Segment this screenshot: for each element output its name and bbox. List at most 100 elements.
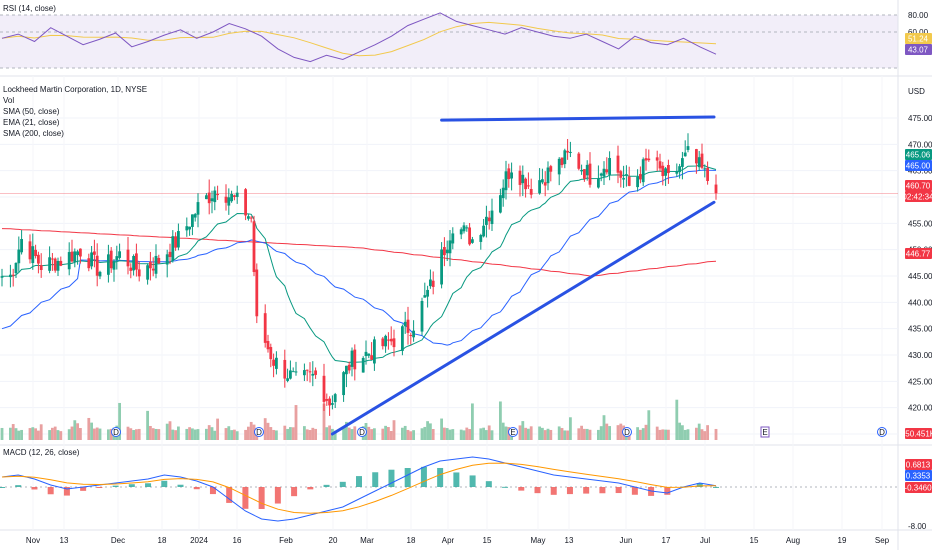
volume-bar — [39, 424, 43, 440]
volume-bar — [686, 429, 690, 440]
volume-bar — [151, 428, 155, 440]
volume-bar — [695, 427, 698, 440]
time-tick-label: 16 — [233, 536, 242, 545]
volume-bar — [193, 429, 197, 440]
last-price-badge-bg — [905, 180, 932, 191]
rsi-tick-label: 80.00 — [908, 11, 929, 20]
volume-bar — [168, 421, 172, 440]
candle-body — [678, 166, 681, 173]
candle-body — [308, 371, 312, 373]
volume-bar — [9, 427, 12, 440]
candle-body — [566, 150, 569, 153]
candle-body — [90, 252, 93, 267]
dividend-marker[interactable] — [508, 427, 518, 437]
candle-body — [695, 149, 698, 164]
volume-bar — [294, 405, 298, 440]
time-tick-label: Nov — [26, 536, 40, 545]
volume-bar — [681, 425, 684, 440]
volume-bar — [129, 428, 133, 440]
dividend-marker[interactable] — [357, 427, 367, 437]
time-tick-label: 15 — [750, 536, 759, 545]
volume-bar — [420, 428, 424, 440]
macd-histogram-bar — [80, 487, 87, 491]
candle-body — [224, 196, 228, 203]
volume-bar — [289, 427, 292, 440]
volume-bar — [70, 426, 74, 440]
candle-body — [527, 185, 530, 187]
candle-body — [255, 269, 259, 317]
macd-histogram-bar — [31, 487, 38, 490]
volume-bar — [706, 425, 709, 440]
price-tick-label: 445.00 — [908, 272, 932, 281]
volume-bar — [563, 430, 567, 440]
price-tick-label: 430.00 — [908, 351, 932, 360]
candle-body — [675, 171, 679, 174]
candle-body — [331, 403, 334, 405]
volume-bar — [17, 430, 21, 440]
dividend-marker[interactable] — [254, 427, 264, 437]
candle-body — [115, 256, 119, 261]
volume-bar — [207, 425, 211, 440]
volume-bar — [678, 422, 681, 440]
candle-body — [485, 216, 488, 225]
volume-bar — [381, 428, 385, 440]
candle-body — [305, 369, 309, 371]
candle-body — [118, 251, 121, 258]
volume-bar — [73, 420, 77, 440]
volume-bar — [546, 428, 550, 440]
candle-body — [39, 265, 43, 271]
signal-line — [1, 462, 717, 514]
candle-body — [188, 226, 191, 230]
candle-body — [487, 217, 491, 222]
candle-body — [367, 353, 371, 356]
candle-body — [580, 169, 583, 172]
volume-bar — [303, 426, 306, 440]
signal-badge: 0.6813 — [906, 461, 931, 470]
rsi-ma-badge-bg — [905, 33, 932, 44]
dividend-marker[interactable] — [622, 427, 632, 437]
volume-bar — [191, 428, 194, 440]
candle-body — [683, 152, 687, 157]
candle-body — [429, 279, 432, 287]
price-tick-label: 435.00 — [908, 325, 932, 334]
candle-body — [76, 251, 79, 256]
candle-body — [585, 164, 589, 176]
volume-bar — [109, 428, 113, 440]
volume-bar — [76, 423, 79, 440]
candle-body — [227, 197, 231, 206]
volume-bar — [98, 428, 102, 440]
volume-bar — [608, 426, 611, 440]
volume-bar — [137, 428, 141, 440]
time-tick-label: 20 — [329, 536, 338, 545]
candle-body — [521, 174, 525, 184]
candle-body — [605, 169, 609, 173]
candle-body — [440, 249, 443, 285]
candle-body — [499, 195, 502, 213]
macd-histogram-bar — [502, 486, 509, 488]
candle-body — [664, 168, 667, 176]
candle-body — [468, 227, 471, 245]
macd-histogram-bar — [242, 487, 249, 509]
candle-body — [230, 193, 233, 202]
candle-body — [608, 158, 611, 175]
earnings-marker[interactable] — [760, 426, 770, 438]
candle-body — [347, 364, 351, 371]
volume-bar — [714, 428, 718, 440]
volume-bar — [51, 427, 54, 440]
volume-bar — [347, 427, 351, 440]
dividend-marker[interactable] — [877, 427, 887, 437]
candle-body — [667, 164, 670, 174]
candle-body — [471, 239, 474, 243]
volume-bar — [431, 428, 435, 440]
candle-body — [177, 231, 180, 248]
candle-body — [151, 268, 155, 271]
candle-body — [93, 251, 96, 255]
volume-bar — [0, 427, 4, 440]
dividend-marker[interactable] — [111, 427, 121, 437]
candle-body — [249, 217, 253, 219]
macd-legend: MACD (12, 26, close) — [3, 448, 80, 457]
volume-bar — [373, 428, 376, 440]
volume-bar — [53, 426, 57, 440]
